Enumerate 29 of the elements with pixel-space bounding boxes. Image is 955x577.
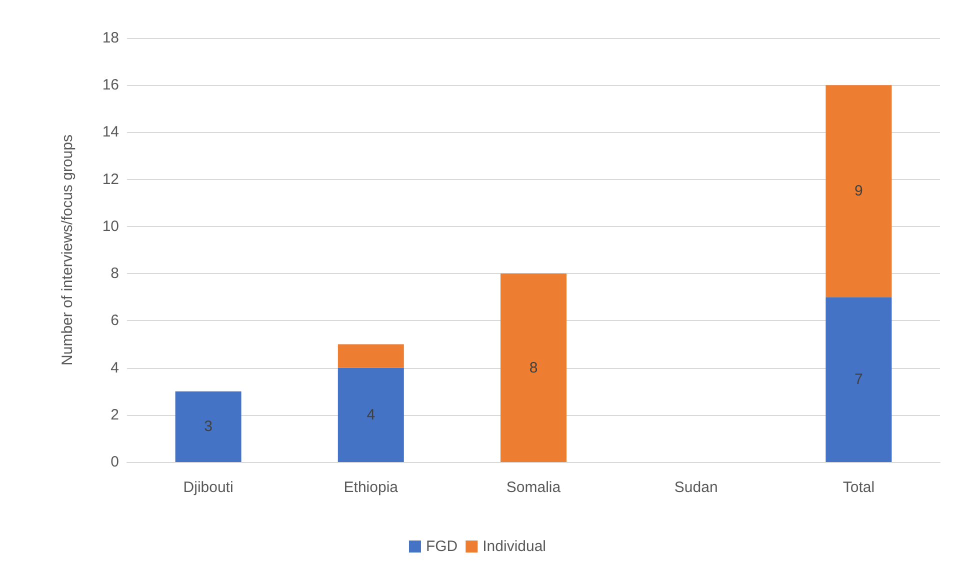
y-tick-label: 10	[102, 218, 119, 235]
y-tick-label: 8	[110, 265, 119, 282]
x-tick-label: Sudan	[674, 479, 718, 496]
bar	[175, 391, 242, 462]
data-label: 8	[529, 359, 538, 376]
y-tick-label: 18	[102, 30, 119, 46]
y-tick-label: 6	[110, 312, 119, 330]
bar	[338, 344, 404, 368]
y-tick-label: 14	[102, 124, 119, 141]
bar	[338, 368, 404, 462]
x-tick-label: Ethiopia	[344, 479, 399, 496]
x-tick-label: Somalia	[506, 479, 562, 496]
data-label: 4	[366, 406, 376, 424]
legend-label: FGD	[426, 538, 458, 555]
y-tick-label: 4	[110, 359, 119, 376]
y-tick-label: 0	[110, 454, 119, 470]
y-tick-label: 12	[102, 170, 119, 188]
data-label: 7	[854, 371, 863, 388]
bar	[826, 85, 892, 298]
x-tick-label: Djibouti	[183, 479, 234, 496]
bar	[500, 274, 566, 462]
y-axis-title: Number of interviews/focus groups	[59, 134, 76, 366]
data-label: 9	[854, 182, 863, 200]
x-tick-label: Total	[842, 479, 875, 496]
legend-label: Individual	[482, 538, 546, 555]
y-tick-label: 16	[102, 76, 119, 94]
y-tick-label: 2	[110, 406, 119, 424]
data-label: 3	[204, 418, 212, 436]
bar	[826, 297, 892, 462]
